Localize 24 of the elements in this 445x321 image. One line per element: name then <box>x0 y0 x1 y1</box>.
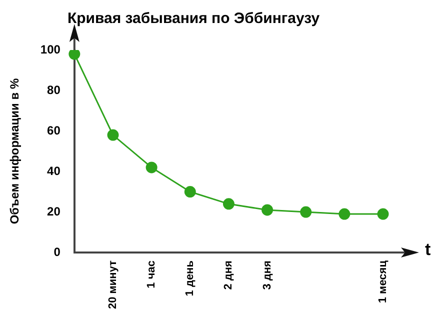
point <box>300 206 312 218</box>
point <box>184 186 196 198</box>
y-tick-label: 0 <box>54 244 61 259</box>
x-tick-label: 2 дня <box>222 260 235 290</box>
x-tick-label: 1 день <box>184 260 196 296</box>
y-axis-title: Объем информации в % <box>8 78 22 224</box>
point <box>107 129 119 141</box>
x-tick-label: 20 минут <box>107 260 120 310</box>
point <box>222 198 234 210</box>
y-tick-label: 100 <box>40 42 61 56</box>
point <box>377 208 389 220</box>
x-tick-label: 1 час <box>146 260 158 288</box>
y-tick-label: 80 <box>47 82 61 97</box>
point <box>146 162 158 174</box>
x-axis-title: t <box>425 240 431 260</box>
y-tick-label: 60 <box>47 123 61 138</box>
chart-title: Кривая забывания по Эббингаузу <box>67 10 320 28</box>
y-tick-label: 40 <box>47 164 61 178</box>
y-tick-label: 20 <box>47 204 61 218</box>
point <box>262 204 274 216</box>
x-tick-label: 1 месяц <box>377 260 390 304</box>
point <box>338 208 350 220</box>
point <box>68 50 80 60</box>
x-tick-label: 3 дня <box>261 260 274 290</box>
